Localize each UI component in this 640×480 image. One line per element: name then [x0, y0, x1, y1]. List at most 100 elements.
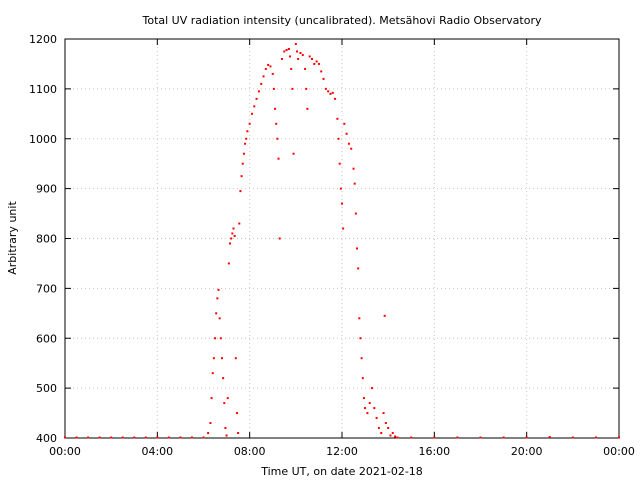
data-point [224, 427, 227, 430]
data-point [167, 436, 170, 439]
data-point [396, 436, 399, 439]
data-point [209, 422, 212, 425]
y-axis-label: Arbitrary unit [6, 201, 19, 275]
data-point [299, 51, 302, 54]
data-point [331, 91, 334, 94]
data-point [275, 122, 278, 125]
data-point [313, 62, 316, 65]
data-point [433, 436, 436, 439]
y-tick-label: 1000 [29, 133, 57, 146]
y-tick-label: 500 [36, 382, 57, 395]
chart-title: Total UV radiation intensity (uncalibrat… [142, 14, 542, 27]
data-point [264, 67, 267, 70]
data-point [246, 130, 249, 133]
data-point [262, 75, 265, 78]
data-point [121, 436, 124, 439]
data-point [297, 57, 300, 60]
data-point [98, 436, 101, 439]
data-point [87, 436, 90, 439]
data-point [239, 190, 242, 193]
data-point [479, 436, 482, 439]
data-point [219, 337, 222, 340]
data-point [223, 402, 226, 405]
data-point [371, 387, 374, 390]
data-point [380, 432, 383, 435]
data-point [276, 137, 279, 140]
data-point [253, 105, 256, 108]
data-point [202, 436, 205, 439]
data-point [301, 53, 304, 56]
data-point [227, 262, 230, 265]
y-tick-label: 800 [36, 233, 57, 246]
data-point [327, 90, 330, 93]
data-point [320, 70, 323, 73]
data-point [304, 67, 307, 70]
x-tick-label: 08:00 [234, 445, 266, 458]
data-point [329, 92, 332, 95]
data-point [571, 436, 574, 439]
data-point [156, 436, 159, 439]
y-tick-label: 700 [36, 282, 57, 295]
data-point [389, 434, 392, 437]
data-point [310, 57, 313, 60]
data-point [210, 397, 213, 400]
x-tick-label: 00:00 [49, 445, 81, 458]
data-point [456, 436, 459, 439]
data-point [364, 407, 367, 410]
x-tick-label: 00:00 [603, 445, 635, 458]
data-point [267, 63, 270, 66]
data-point [317, 62, 320, 65]
y-tick-label: 600 [36, 332, 57, 345]
data-point [358, 317, 361, 320]
data-point [502, 436, 505, 439]
data-point [232, 227, 235, 230]
data-point [290, 67, 293, 70]
x-tick-label: 04:00 [141, 445, 173, 458]
data-point [306, 107, 309, 110]
data-point [235, 412, 238, 415]
data-point [225, 434, 228, 437]
data-point [342, 227, 345, 230]
data-point [337, 137, 340, 140]
data-point [217, 288, 220, 291]
x-tick-label: 12:00 [326, 445, 358, 458]
data-point [110, 436, 113, 439]
data-point [548, 436, 551, 439]
data-point [274, 107, 277, 110]
data-point [269, 65, 272, 68]
x-tick-label: 20:00 [511, 445, 543, 458]
data-point [179, 436, 182, 439]
data-point [382, 412, 385, 415]
data-point [350, 147, 353, 150]
data-point [257, 90, 260, 93]
data-point [190, 436, 193, 439]
data-point [334, 97, 337, 100]
data-point [211, 372, 214, 375]
data-point [338, 162, 341, 165]
data-point [277, 157, 280, 160]
data-point [394, 435, 397, 438]
y-tick-label: 1100 [29, 83, 57, 96]
data-point [354, 212, 357, 215]
data-point [214, 337, 217, 340]
data-point [594, 436, 597, 439]
data-point [308, 55, 311, 58]
data-point [255, 97, 258, 100]
data-point [245, 137, 248, 140]
data-point [234, 357, 237, 360]
data-point [233, 235, 236, 238]
data-point [285, 48, 288, 51]
data-point [384, 422, 387, 425]
data-point [144, 436, 147, 439]
data-point [278, 237, 281, 240]
data-point [361, 377, 364, 380]
data-point [133, 436, 136, 439]
data-point [525, 436, 528, 439]
data-point [362, 397, 365, 400]
y-tick-label: 1200 [29, 33, 57, 46]
data-point [280, 57, 283, 60]
data-point [248, 122, 251, 125]
data-point [64, 436, 66, 439]
data-point [357, 267, 360, 270]
data-point [387, 427, 390, 430]
